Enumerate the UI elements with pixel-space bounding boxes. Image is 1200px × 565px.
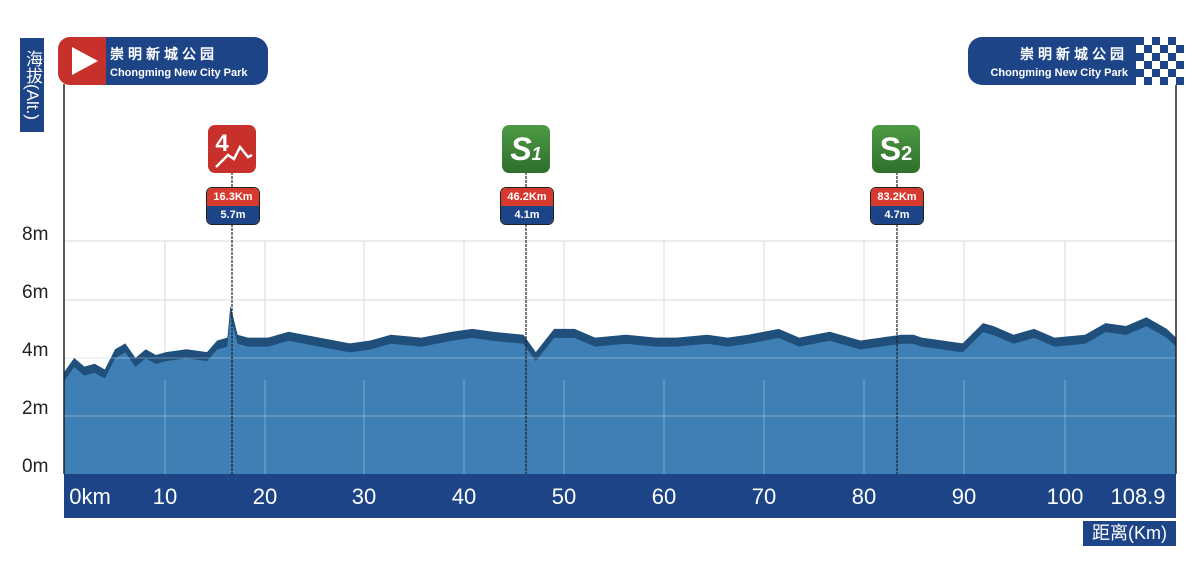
sprint-1-altitude: 4.1m: [501, 206, 553, 224]
climb-category-badge: 4: [208, 125, 256, 173]
sprint-1-letter: S: [510, 131, 532, 167]
mountain-icon: 4: [215, 130, 253, 168]
climb-info: 16.3Km 5.7m: [206, 187, 260, 225]
x-tick-100: 100: [1046, 484, 1084, 509]
x-tick-40: 40: [451, 484, 477, 509]
climb-distance: 16.3Km: [207, 188, 259, 206]
finish-name-en: Chongming New City Park: [990, 67, 1128, 79]
x-tick-70: 70: [751, 484, 777, 509]
play-icon: [58, 37, 106, 85]
x-tick-90: 90: [951, 484, 977, 509]
finish-flag: 崇明新城公园 Chongming New City Park: [968, 37, 1184, 85]
start-name-en: Chongming New City Park: [110, 67, 248, 79]
x-axis-unit-label: 距离(Km): [1083, 521, 1176, 546]
x-tick-30: 30: [351, 484, 377, 509]
x-tick-60: 60: [651, 484, 677, 509]
checkered-flag-icon: [1136, 37, 1184, 85]
x-tick-80: 80: [851, 484, 877, 509]
finish-name-cn: 崇明新城公园: [1020, 46, 1128, 62]
sprint-1-info: 46.2Km 4.1m: [500, 187, 554, 225]
y-tick-4m: 4m: [22, 340, 49, 361]
sprint-1-badge: S1: [502, 125, 550, 173]
sprint-2-number: 2: [901, 143, 913, 165]
climb-category: 4: [215, 130, 229, 157]
sprint-2-letter: S: [879, 131, 902, 167]
y-axis-label: 海拔(Alt.): [20, 38, 44, 132]
y-tick-2m: 2m: [22, 398, 49, 419]
x-tick-0: 0km: [69, 484, 111, 509]
sprint-2-altitude: 4.7m: [871, 206, 923, 224]
x-tick-50: 50: [551, 484, 577, 509]
sprint-2-info: 83.2Km 4.7m: [870, 187, 924, 225]
x-tick-end: 108.9: [1110, 484, 1166, 509]
elevation-area: [64, 314, 1176, 480]
climb-altitude: 5.7m: [207, 206, 259, 224]
x-tick-10: 10: [152, 484, 178, 509]
y-tick-8m: 8m: [22, 224, 49, 245]
sprint-2-distance: 83.2Km: [871, 188, 923, 206]
grid-overlay: [64, 357, 1176, 474]
sprint-2-badge: S2: [872, 125, 920, 173]
start-name-cn: 崇明新城公园: [110, 46, 218, 62]
sprint-1-number: 1: [531, 144, 542, 164]
y-tick-0m: 0m: [22, 456, 49, 477]
y-tick-6m: 6m: [22, 282, 49, 303]
x-axis-bar: [64, 474, 1176, 518]
sprint-1-distance: 46.2Km: [501, 188, 553, 206]
x-tick-20: 20: [252, 484, 278, 509]
